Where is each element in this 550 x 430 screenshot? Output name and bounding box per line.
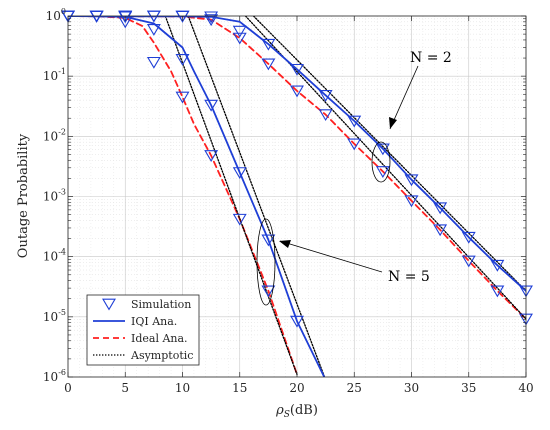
simulation-marker	[433, 224, 448, 237]
x-tick-label: 0	[64, 381, 72, 395]
simulation-marker	[290, 85, 304, 98]
annotations: N = 2 N = 5	[256, 50, 452, 306]
simulation-marker	[175, 54, 190, 66]
simulation-marker	[290, 315, 304, 328]
annotation-n2: N = 2	[410, 50, 452, 66]
simulation-marker	[146, 56, 161, 69]
simulation-marker	[404, 195, 419, 208]
simulation-marker	[261, 38, 276, 51]
simulation-marker	[204, 150, 219, 162]
simulation-marker	[146, 23, 161, 36]
simulation-marker	[347, 115, 362, 128]
y-tick-label: 10-5	[43, 308, 66, 324]
simulation-marker	[261, 285, 276, 298]
n2-arrowhead	[389, 117, 397, 129]
y-tick-label: 10-4	[43, 248, 66, 264]
x-tick-label: 20	[289, 381, 304, 395]
annotation-n5: N = 5	[388, 269, 430, 285]
legend-label: IQI Ana.	[131, 315, 177, 328]
y-tick-label: 10-3	[43, 188, 66, 204]
simulation-marker	[461, 255, 476, 268]
simulation-marker	[490, 259, 505, 272]
y-axis-title: Outage Probability	[16, 133, 31, 258]
n5-asym-curve	[164, 16, 298, 376]
y-tick-label: 100	[46, 7, 66, 23]
x-axis-title: ρS(dB)	[275, 403, 318, 420]
n5-arrowhead	[279, 240, 291, 248]
simulation-marker	[261, 234, 276, 247]
y-tick-label: 10-6	[43, 368, 66, 384]
y-tick-label: 10-1	[43, 67, 66, 83]
simulation-marker	[290, 63, 304, 76]
n2-ellipse	[371, 141, 391, 183]
legend: Simulation IQI Ana. Ideal Ana. Asymptotic	[86, 294, 200, 366]
n2-asym-curve	[252, 16, 526, 292]
simulation-marker	[404, 174, 419, 187]
legend-label: Ideal Ana.	[131, 332, 188, 345]
n2-arrow-line	[389, 65, 419, 130]
simulation-marker	[375, 143, 390, 156]
simulation-marker	[204, 14, 219, 27]
x-tick-label: 30	[404, 381, 419, 395]
simulation-marker	[204, 11, 219, 24]
simulation-marker	[490, 285, 505, 298]
simulation-marker	[204, 99, 219, 112]
x-tick-label: 35	[461, 381, 476, 395]
n5-arrow-line	[279, 240, 383, 273]
simulation-marker	[232, 213, 247, 226]
simulation-marker	[232, 25, 247, 38]
ticks	[67, 15, 527, 378]
legend-label: Simulation	[131, 298, 191, 311]
legend-label: Asymptotic	[130, 349, 193, 362]
x-tick-label: 15	[232, 381, 247, 395]
simulation-marker	[175, 91, 190, 104]
simulation-marker	[461, 231, 476, 244]
x-tick-label: 10	[175, 381, 190, 395]
simulation-marker	[232, 167, 247, 180]
simulation-marker	[175, 10, 190, 23]
simulation-marker	[433, 202, 448, 215]
y-tick-labels: 100 10-1 10-2 10-3 10-4 10-5 10-6	[43, 7, 66, 384]
simulation-marker	[261, 58, 276, 71]
legend-marker-simulation	[102, 298, 116, 311]
simulation-marker	[318, 89, 333, 102]
x-tick-labels: 0 5 10 15 20 25 30 35 40	[64, 381, 533, 395]
n5-asym-curve	[187, 16, 326, 377]
simulation-marker	[347, 138, 362, 151]
x-tick-label: 5	[121, 381, 129, 395]
simulation-marker	[318, 109, 333, 122]
legend-box	[86, 294, 200, 366]
simulation-marker	[232, 32, 247, 45]
n5-ellipse	[256, 218, 276, 306]
x-tick-label: 40	[518, 381, 533, 395]
x-tick-label: 25	[347, 381, 362, 395]
y-tick-label: 10-2	[43, 127, 66, 143]
simulation-marker	[375, 166, 390, 179]
